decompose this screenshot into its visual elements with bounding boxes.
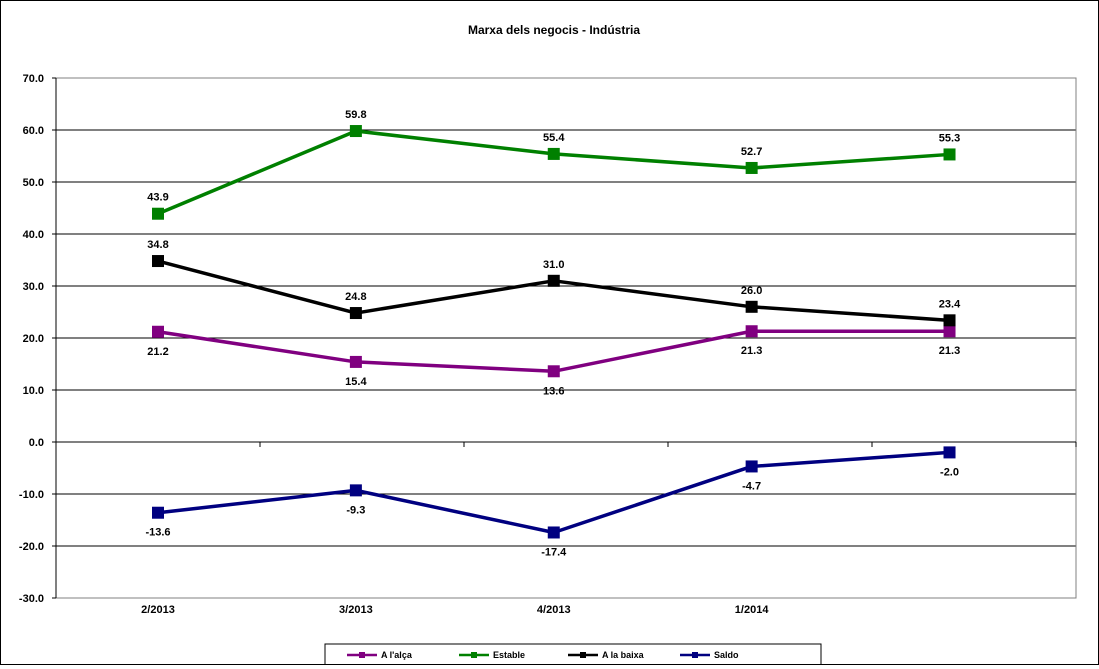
legend-item: A la baixa <box>568 650 645 660</box>
y-tick-label: -20.0 <box>19 541 44 553</box>
data-label: 43.9 <box>147 192 168 204</box>
chart-title: Marxa dels negocis - Indústria <box>468 23 640 37</box>
data-label: -2.0 <box>940 466 959 478</box>
data-label: 21.3 <box>939 345 960 357</box>
data-label: 23.4 <box>939 298 961 310</box>
legend-marker <box>359 652 365 658</box>
legend-label: A la baixa <box>602 650 645 660</box>
y-tick-label: 10.0 <box>23 385 44 397</box>
data-label: -4.7 <box>742 480 761 492</box>
legend-marker <box>692 652 698 658</box>
data-label: -13.6 <box>145 527 170 539</box>
data-point <box>547 365 560 378</box>
data-point <box>745 460 758 473</box>
data-label: 26.0 <box>741 285 762 297</box>
x-tick-label: 4/2013 <box>537 604 571 616</box>
y-tick-label: 40.0 <box>23 229 44 241</box>
legend-item: A l'alça <box>347 650 413 660</box>
legend-marker <box>471 652 477 658</box>
data-point <box>152 207 164 220</box>
data-point <box>152 255 164 268</box>
y-tick-label: 60.0 <box>23 125 44 137</box>
data-point <box>547 274 560 287</box>
legend-item: Estable <box>459 650 525 660</box>
data-point <box>547 147 560 160</box>
legend-label: A l'alça <box>381 650 413 660</box>
x-tick-label: 3/2013 <box>339 604 373 616</box>
legend-item: Saldo <box>680 650 739 660</box>
y-tick-label: 20.0 <box>23 333 44 345</box>
data-point <box>349 125 362 138</box>
data-point <box>745 300 758 313</box>
data-point <box>152 506 164 519</box>
y-tick-label: -30.0 <box>19 593 44 605</box>
data-label: 34.8 <box>147 239 168 251</box>
x-tick-label: 1/2014 <box>735 604 770 616</box>
data-label: -9.3 <box>346 504 365 516</box>
data-label: 31.0 <box>543 259 564 271</box>
legend: A l'alça Estable A la baixa Saldo <box>324 643 822 667</box>
series-line <box>157 329 950 374</box>
series-1: 43.9 59.8 55.4 52.7 55.3 <box>147 109 960 220</box>
y-tick-label: -10.0 <box>19 489 44 501</box>
data-point <box>943 446 956 459</box>
data-label: 52.7 <box>741 146 762 158</box>
x-tick-label: 2/2013 <box>141 604 175 616</box>
y-tick-label: 0.0 <box>29 437 44 449</box>
data-point <box>349 484 362 497</box>
data-label: 21.2 <box>147 346 168 358</box>
data-label: 59.8 <box>345 109 366 121</box>
x-tick-labels: 2/2013 3/2013 4/2013 1/2014 <box>141 604 769 616</box>
data-point <box>152 325 164 338</box>
data-point <box>349 355 362 368</box>
y-tick-labels: 70.0 60.0 50.0 40.0 30.0 20.0 10.0 0.0 -10.0 -20.… <box>19 73 56 605</box>
data-point <box>745 161 758 174</box>
data-point <box>547 526 560 539</box>
data-point <box>745 325 758 338</box>
legend-marker <box>580 652 586 658</box>
data-label: 13.6 <box>543 385 564 397</box>
y-tick-label: 30.0 <box>23 281 44 293</box>
series-0: 21.2 15.4 13.6 21.3 21.3 <box>147 325 960 397</box>
legend-label: Saldo <box>714 650 739 660</box>
y-tick-label: 70.0 <box>23 73 44 85</box>
data-label: 24.8 <box>345 291 366 303</box>
data-point <box>943 314 956 327</box>
series-3: -13.6 -9.3 -17.4 -4.7 -2.0 <box>145 446 959 558</box>
data-point <box>349 307 362 320</box>
series-2: 34.8 24.8 31.0 26.0 23.4 <box>147 239 961 327</box>
series-line <box>157 450 950 535</box>
data-point <box>943 148 956 161</box>
data-label: 55.3 <box>939 132 960 144</box>
data-label: 15.4 <box>345 376 367 388</box>
data-point <box>943 325 956 338</box>
data-label: -17.4 <box>541 546 567 558</box>
legend-label: Estable <box>493 650 525 660</box>
series-layer: 21.2 15.4 13.6 21.3 21.3 43.9 59.8 55.4 52.7 55.3… <box>145 109 961 558</box>
data-label: 21.3 <box>741 345 762 357</box>
y-tick-label: 50.0 <box>23 177 44 189</box>
data-label: 55.4 <box>543 132 565 144</box>
